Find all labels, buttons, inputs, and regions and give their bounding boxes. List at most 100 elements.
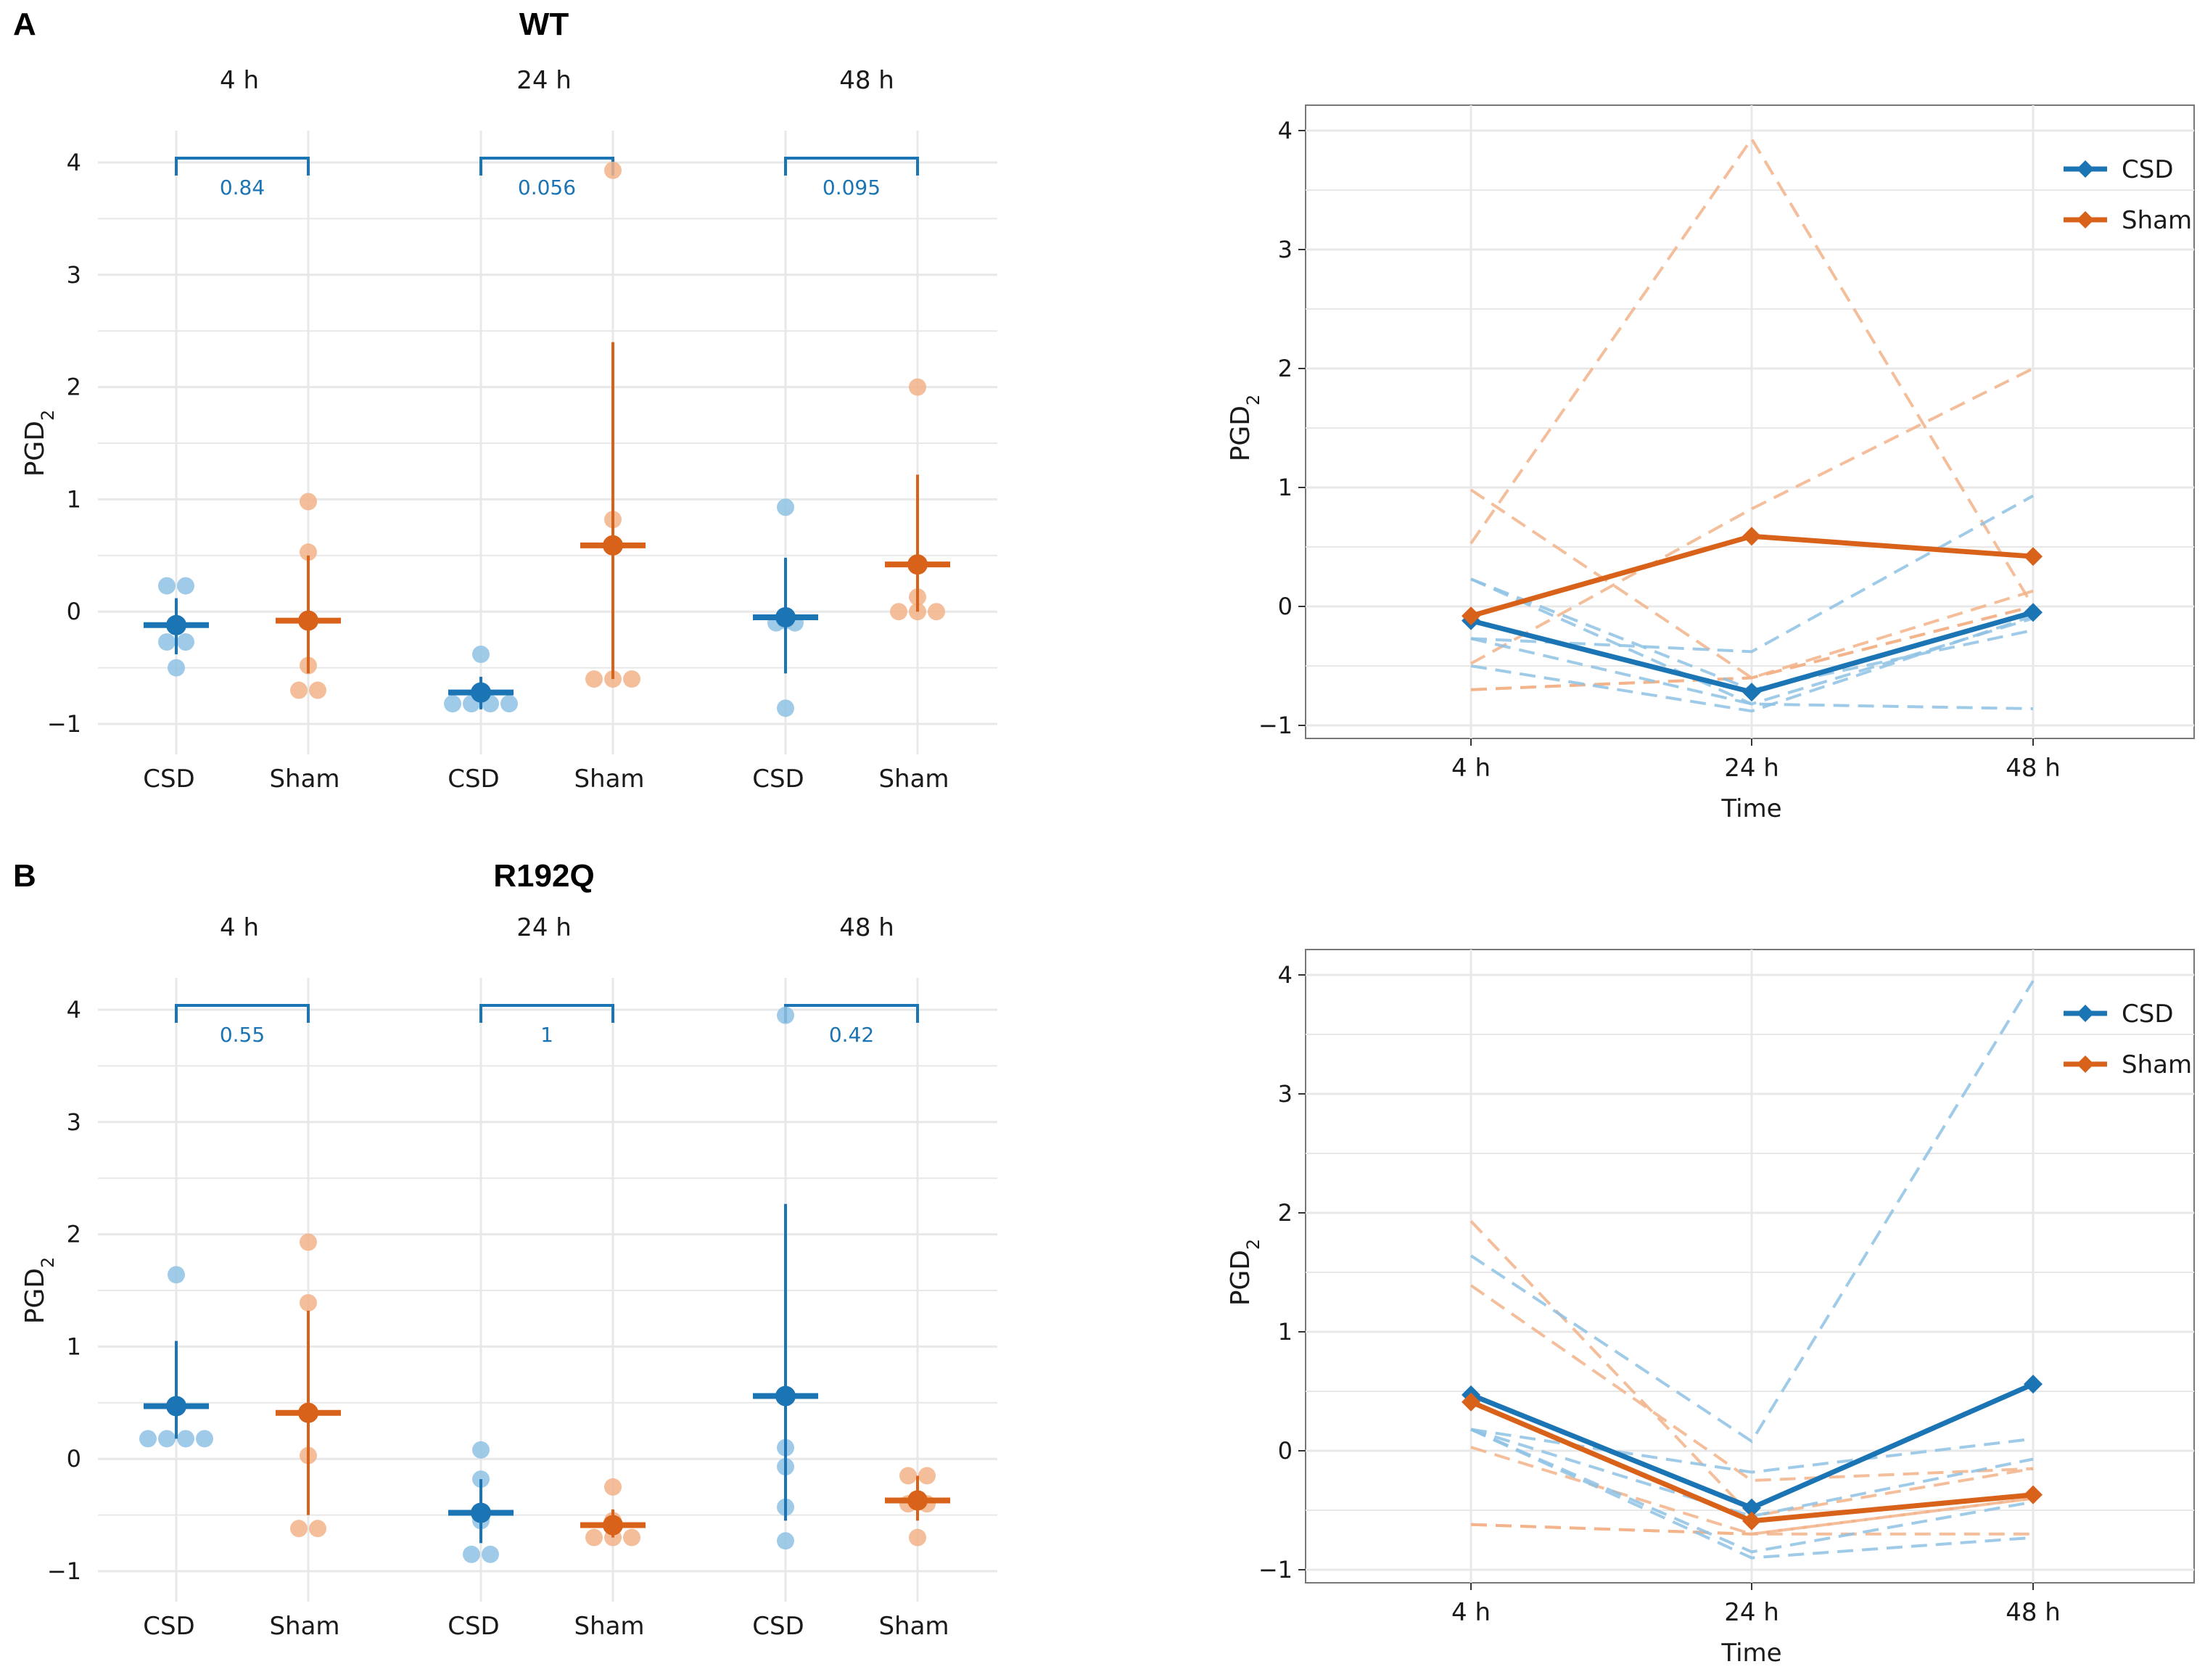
y-axis-title: PGD2 [20,1257,58,1325]
legend-sham-marker [2077,1055,2094,1073]
p-value-bracket [784,1004,919,1023]
csd-mean-marker [2024,1375,2043,1394]
csd-data-point [168,659,185,677]
p-value-bracket [175,1004,310,1023]
y-axis-title-sub: 2 [38,1257,58,1268]
y-tick-label: 1 [67,485,81,513]
y-axis-title: PGD2 [20,410,58,477]
csd-mean-point [166,614,186,635]
y-tick-label: 3 [1278,1080,1293,1108]
sham-data-point [604,1478,622,1496]
sham-mean-marker [1462,1392,1480,1412]
sham-data-point [928,603,945,621]
y-axis-title-sub: 2 [1243,395,1264,405]
csd-data-point [482,1545,499,1563]
y-axis-title-main: PGD [1226,1250,1256,1306]
y-axis-title: PGD2 [1226,395,1264,462]
y-tick-label: 2 [1278,1199,1293,1227]
csd-data-point [777,699,794,717]
sham-data-point [290,1520,308,1538]
csd-mean-point [166,1396,186,1417]
p-value-label: 1 [540,1023,553,1047]
y-tick-label: 2 [67,374,81,401]
y-tick-label: 0 [1278,1437,1293,1465]
p-value-bracket [784,157,919,176]
sham-individual-line [1470,488,2034,680]
sham-mean-point [603,535,623,556]
legend-csd-label: CSD [2122,1000,2174,1029]
x-tick-label: 48 h [2006,1598,2061,1627]
y-tick-label: 0 [67,1445,81,1473]
panel-title-r192q: R192Q [493,858,594,894]
legend-sham-marker [2077,211,2094,228]
x-category-label: CSD [143,1612,195,1641]
p-value-bracket [479,1004,614,1023]
csd-individual-line [1470,1428,2034,1554]
p-value-label: 0.84 [220,176,265,199]
x-category-label: Sham [878,1612,949,1641]
sham-individual-line [1470,605,2034,691]
csd-data-point [158,577,176,595]
csd-individual-line [1470,1428,2034,1560]
x-tick-label: 24 h [1724,754,1779,783]
sham-individual-line [1470,1523,2033,1536]
csd-mean-marker [1742,1498,1761,1518]
sham-data-point [300,1233,317,1251]
csd-data-point [463,1545,480,1563]
y-axis-title-sub: 2 [1243,1239,1264,1250]
sham-mean-marker [1742,1511,1761,1531]
x-axis-title: Time [1720,1639,1781,1668]
facet-label: 24 h [516,913,572,942]
legend-csd-marker [2077,160,2094,178]
csd-data-point [444,695,461,713]
x-category-label: Sham [574,765,644,794]
csd-mean-point [775,606,796,627]
y-tick-label: 3 [67,261,81,289]
csd-data-point [158,1430,176,1448]
x-category-label: Sham [574,1612,644,1641]
p-value-bracket [479,157,614,176]
sham-data-point [309,681,326,699]
csd-mean-point [471,1502,491,1523]
csd-data-point [177,1430,194,1448]
y-tick-label: 1 [67,1333,81,1360]
csd-mean-point [775,1385,796,1407]
csd-mean-point [471,682,491,703]
csd-data-point [139,1430,157,1448]
facet-label: 4 h [220,66,259,95]
y-tick-label: 0 [1278,593,1293,620]
plot-border [1305,949,2195,1584]
y-axis-title-main: PGD [20,421,50,477]
panel-letter-a: A [13,7,36,42]
csd-data-point [168,1266,185,1284]
sham-data-point [585,1528,603,1547]
sham-data-point [623,670,640,688]
x-category-label: Sham [269,765,339,794]
y-tick-label: 1 [1278,474,1293,501]
sham-data-point [300,493,317,511]
y-tick-label: 2 [1278,355,1293,382]
csd-mean-marker [1742,683,1761,702]
csd-data-point [196,1430,213,1448]
csd-data-point [777,498,794,516]
sham-mean-marker [1742,527,1761,546]
csd-mean-marker [2024,603,2043,622]
x-tick-label: 4 h [1451,754,1491,783]
y-tick-label: 0 [67,598,81,625]
legend-csd-label: CSD [2122,155,2174,184]
sham-data-point [899,1467,917,1485]
panel-letter-b: B [13,858,36,894]
csd-data-point [177,577,194,595]
sham-data-point [909,378,926,396]
p-value-label: 0.42 [829,1023,874,1047]
csd-data-point [500,695,518,713]
sham-data-point [890,603,907,621]
csd-individual-line [1470,614,2034,713]
csd-data-point [777,1006,794,1024]
y-tick-label: −1 [1258,712,1293,739]
y-axis-title-main: PGD [1226,405,1256,461]
y-tick-label: 1 [1278,1318,1293,1346]
sham-data-point [604,161,622,179]
